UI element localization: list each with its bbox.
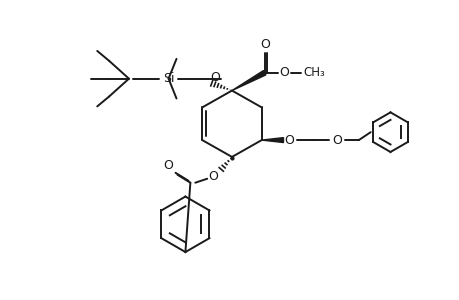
Text: O: O [279, 66, 289, 79]
Text: O: O [210, 71, 219, 84]
Polygon shape [231, 70, 265, 91]
Text: Si: Si [162, 72, 174, 85]
Text: O: O [331, 134, 341, 147]
Polygon shape [261, 138, 283, 142]
Text: O: O [163, 159, 173, 172]
Text: O: O [284, 134, 294, 147]
Text: CH₃: CH₃ [302, 66, 325, 79]
Text: O: O [260, 38, 270, 52]
Text: O: O [208, 170, 218, 183]
